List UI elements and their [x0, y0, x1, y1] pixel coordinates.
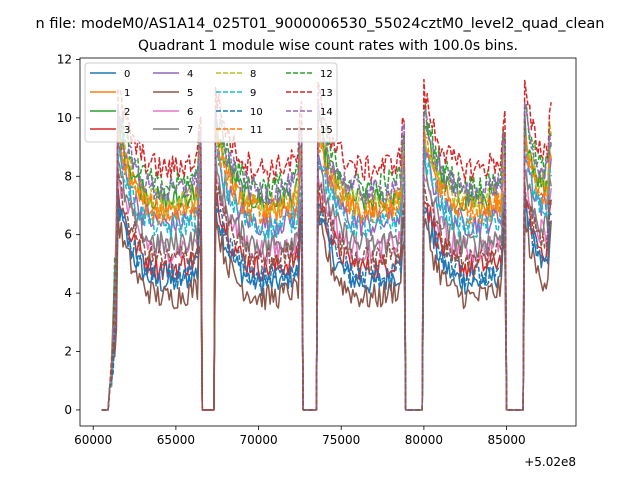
y-tick-label: 10 [57, 111, 72, 125]
legend-label-8: 8 [250, 69, 256, 80]
chart-title: Quadrant 1 module wise count rates with … [138, 38, 518, 54]
y-tick-label: 0 [64, 403, 72, 417]
y-tick-label: 12 [57, 52, 72, 66]
axes-frame [79, 57, 577, 427]
x-axis: 60000 65000 70000 75000 80000 85000 [74, 426, 526, 447]
y-tick-label: 8 [64, 169, 72, 183]
legend-box [84, 62, 338, 143]
x-tick-label: 75000 [322, 433, 360, 447]
series-line-4 [101, 133, 552, 411]
legend-label-13: 13 [320, 88, 333, 99]
legend-label-5: 5 [187, 88, 193, 99]
legend-label-15: 15 [320, 125, 333, 136]
figure-suptitle: n file: modeM0/AS1A14_025T01_9000006530_… [36, 16, 605, 32]
x-tick-label: 85000 [487, 433, 525, 447]
legend-label-2: 2 [124, 107, 130, 118]
y-tick-label: 4 [64, 286, 72, 300]
series-line-14 [101, 100, 552, 411]
x-tick-label: 80000 [405, 433, 443, 447]
legend-label-12: 12 [320, 69, 333, 80]
legend-label-3: 3 [124, 125, 130, 136]
series-line-11 [101, 121, 552, 411]
y-tick-label: 2 [64, 345, 72, 359]
legend-label-7: 7 [187, 125, 193, 136]
y-tick-label: 6 [64, 228, 72, 242]
legend-label-11: 11 [250, 125, 263, 136]
x-tick-label: 60000 [74, 433, 112, 447]
x-tick-label: 70000 [239, 433, 277, 447]
legend-label-0: 0 [124, 69, 130, 80]
y-axis: 0 2 4 6 8 10 12 [57, 52, 80, 417]
series-line-9 [101, 140, 552, 411]
legend-label-1: 1 [124, 88, 130, 99]
x-tick-label: 65000 [157, 433, 195, 447]
series-line-7 [101, 153, 552, 411]
legend-label-4: 4 [187, 69, 193, 80]
legend-label-10: 10 [250, 107, 263, 118]
x-offset-label: +5.02e8 [524, 455, 576, 469]
legend-label-9: 9 [250, 88, 256, 99]
legend-label-6: 6 [187, 107, 193, 118]
legend-label-14: 14 [320, 107, 333, 118]
series-line-5 [101, 205, 552, 411]
